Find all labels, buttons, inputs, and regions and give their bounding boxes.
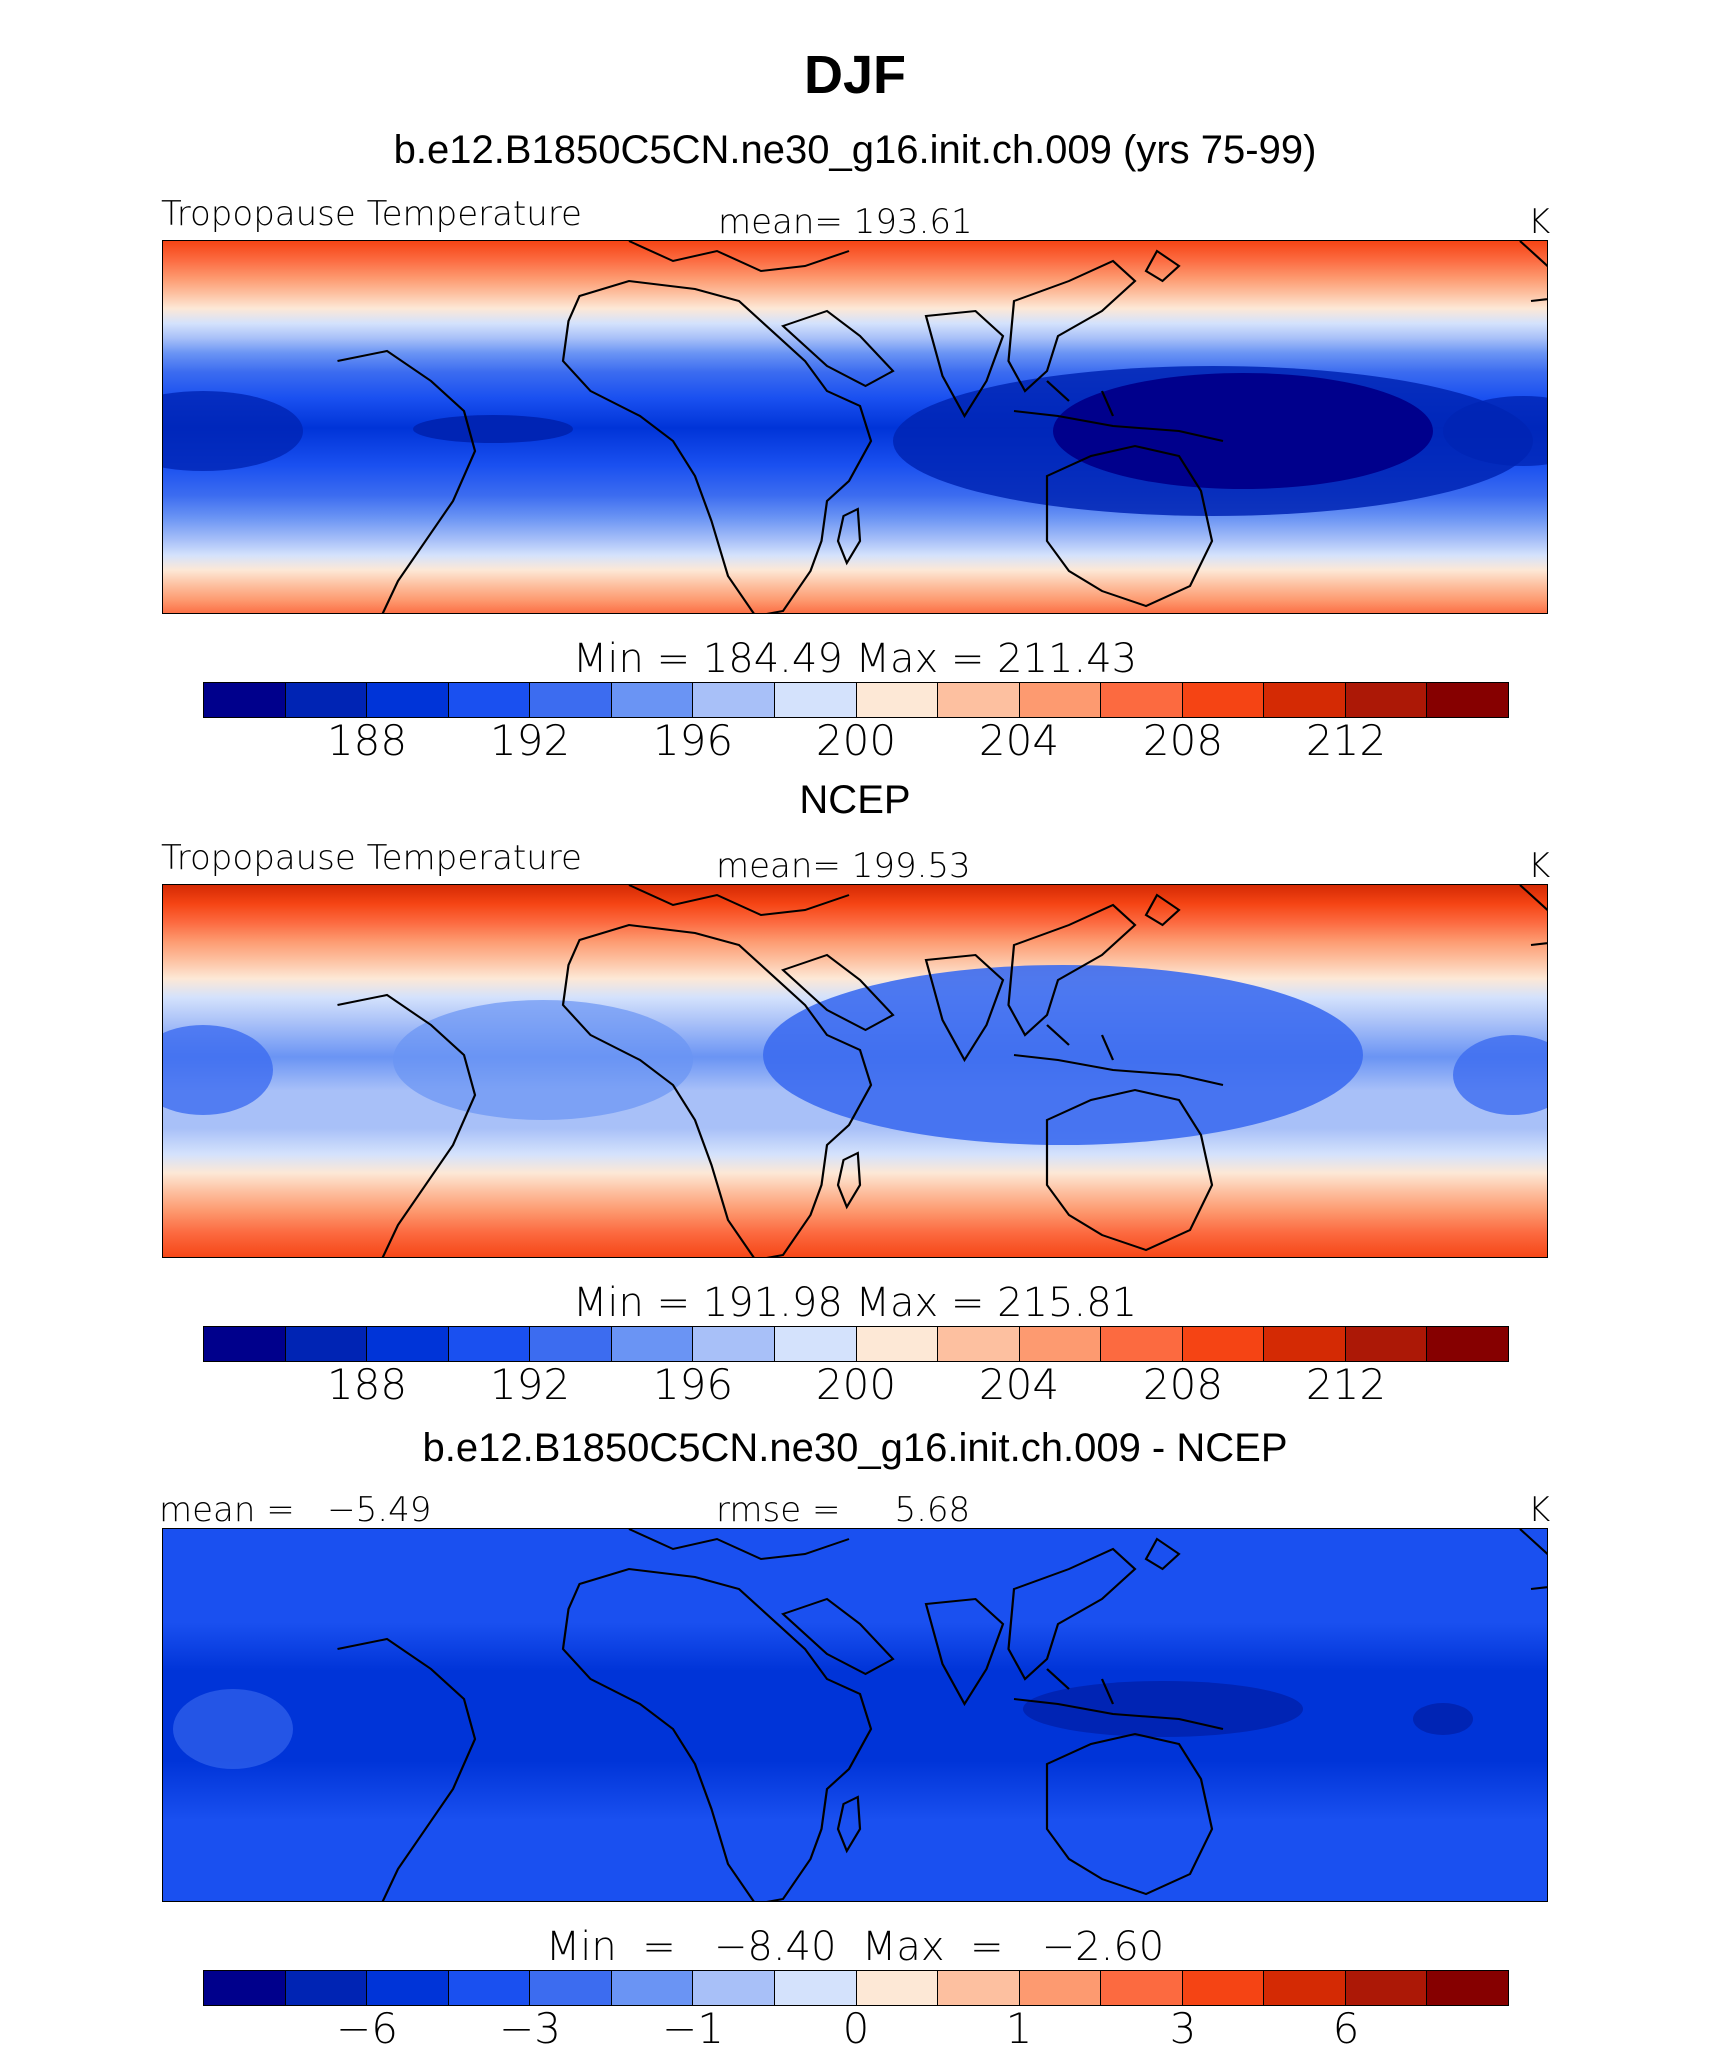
colorbar-swatch: [938, 1971, 1020, 2005]
colorbar-swatch: [285, 1971, 368, 2005]
colorbar-tick: 1: [1005, 2004, 1033, 2053]
colorbar-tick: 204: [978, 1360, 1060, 1409]
colorbar-tick: 6: [1332, 2004, 1360, 2053]
minmax-diff: Min = −8.40 Max = −2.60: [545, 1924, 1165, 1970]
colorbar-swatch: [1264, 1971, 1346, 2005]
colorbar-tick: 200: [815, 1360, 897, 1409]
colorbar-swatch: [1101, 1327, 1183, 1361]
colorbar-swatch: [285, 1327, 368, 1361]
colorbar-tick: 212: [1305, 1360, 1387, 1409]
colorbar-model: [203, 682, 1509, 718]
mean-label-model: mean= 193.61: [718, 202, 973, 242]
colorbar-swatch: [448, 1971, 531, 2005]
colorbar-swatch: [530, 1327, 612, 1361]
colorbar-swatch: [856, 1327, 939, 1361]
colorbar-swatch: [1182, 683, 1265, 717]
panel-header-model: b.e12.B1850C5CN.ne30_g16.init.ch.009 (yr…: [393, 128, 1317, 172]
colorbar-swatch: [1345, 1971, 1428, 2005]
colorbar-swatch: [204, 1327, 286, 1361]
colorbar-swatch: [1019, 683, 1102, 717]
colorbar-swatch: [1182, 1971, 1265, 2005]
colorbar-swatch: [1345, 1327, 1428, 1361]
colorbar-swatch: [774, 1971, 857, 2005]
map-diff: [162, 1528, 1548, 1902]
figure-title: DJF: [803, 45, 906, 105]
field-label-obs: Tropopause Temperature: [161, 838, 582, 878]
panel-header-diff: b.e12.B1850C5CN.ne30_g16.init.ch.009 - N…: [422, 1426, 1288, 1470]
map-model: [162, 240, 1548, 614]
colorbar-swatch: [774, 1327, 857, 1361]
colorbar-tick: −3: [499, 2004, 561, 2053]
colorbar-swatch: [1264, 683, 1346, 717]
colorbar-swatch: [693, 1327, 775, 1361]
colorbar-swatch: [1019, 1971, 1102, 2005]
minmax-model: Min = 184.49 Max = 211.43: [572, 636, 1138, 682]
colorbar-swatch: [1427, 1327, 1508, 1361]
colorbar-swatch: [774, 683, 857, 717]
rmse-label-diff: rmse = 5.68: [716, 1490, 971, 1530]
colorbar-obs: [203, 1326, 1509, 1362]
colorbar-tick: −6: [336, 2004, 398, 2053]
colorbar-swatch: [1182, 1327, 1265, 1361]
colorbar-tick: 212: [1305, 716, 1387, 765]
colorbar-swatch: [938, 1327, 1020, 1361]
colorbar-tick: −1: [662, 2004, 724, 2053]
colorbar-diff: [203, 1970, 1509, 2006]
colorbar-swatch: [530, 683, 612, 717]
colorbar-swatch: [1264, 1327, 1346, 1361]
colorbar-swatch: [204, 1971, 286, 2005]
colorbar-swatch: [1019, 1327, 1102, 1361]
colorbar-swatch: [530, 1971, 612, 2005]
colorbar-swatch: [1427, 1971, 1508, 2005]
colorbar-swatch: [938, 683, 1020, 717]
minmax-obs: Min = 191.98 Max = 215.81: [572, 1280, 1138, 1326]
colorbar-swatch: [367, 1971, 449, 2005]
colorbar-swatch: [367, 683, 449, 717]
colorbar-swatch: [856, 1971, 939, 2005]
colorbar-swatch: [611, 1327, 694, 1361]
colorbar-swatch: [367, 1327, 449, 1361]
colorbar-swatch: [448, 1327, 531, 1361]
colorbar-swatch: [611, 683, 694, 717]
colorbar-swatch: [285, 683, 368, 717]
colorbar-tick: 196: [652, 1360, 734, 1409]
colorbar-tick: 0: [842, 2004, 870, 2053]
colorbar-tick: 188: [326, 1360, 408, 1409]
map-obs: [162, 884, 1548, 1258]
colorbar-tick: 192: [489, 1360, 571, 1409]
colorbar-tick: 192: [489, 716, 571, 765]
colorbar-tick: 3: [1169, 2004, 1197, 2053]
mean-label-obs: mean= 199.53: [716, 846, 971, 886]
colorbar-swatch: [856, 683, 939, 717]
panel-header-obs: NCEP: [799, 778, 911, 822]
colorbar-swatch: [1101, 683, 1183, 717]
colorbar-swatch: [204, 683, 286, 717]
colorbar-swatch: [448, 683, 531, 717]
field-label-model: Tropopause Temperature: [161, 194, 582, 234]
mean-label-diff: mean = −5.49: [159, 1490, 432, 1530]
colorbar-swatch: [611, 1971, 694, 2005]
colorbar-tick: 200: [815, 716, 897, 765]
colorbar-swatch: [1345, 683, 1428, 717]
colorbar-swatch: [693, 683, 775, 717]
units-label-diff: K: [1528, 1490, 1551, 1530]
colorbar-tick: 204: [978, 716, 1060, 765]
colorbar-swatch: [1101, 1971, 1183, 2005]
colorbar-tick: 208: [1142, 1360, 1224, 1409]
units-label-obs: K: [1528, 846, 1551, 886]
colorbar-swatch: [1427, 683, 1508, 717]
colorbar-swatch: [693, 1971, 775, 2005]
colorbar-tick: 208: [1142, 716, 1224, 765]
colorbar-tick: 188: [326, 716, 408, 765]
colorbar-tick: 196: [652, 716, 734, 765]
units-label-model: K: [1528, 202, 1551, 242]
